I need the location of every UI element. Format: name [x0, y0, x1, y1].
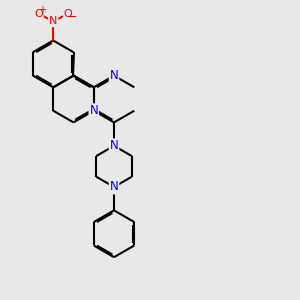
- Text: O: O: [64, 9, 72, 19]
- Text: N: N: [110, 139, 118, 152]
- Text: −: −: [66, 11, 77, 24]
- Text: N: N: [110, 181, 118, 194]
- Text: N: N: [89, 104, 98, 117]
- Text: +: +: [38, 5, 46, 15]
- Text: O: O: [34, 9, 43, 19]
- Text: N: N: [110, 69, 118, 82]
- Text: N: N: [49, 16, 57, 26]
